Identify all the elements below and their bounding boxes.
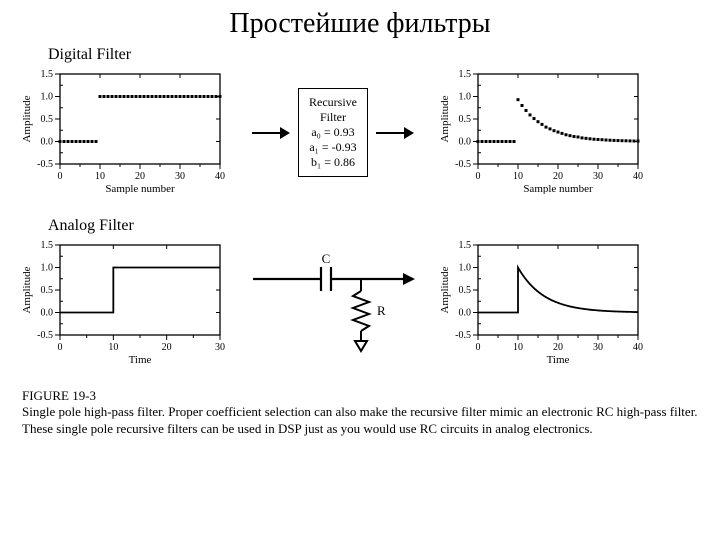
analog-filter-label: Analog Filter [48, 217, 720, 235]
filter-title: Recursive Filter [309, 95, 357, 125]
svg-text:-0.5: -0.5 [455, 159, 471, 170]
filter-b1: b₁ = 0.86 [309, 155, 357, 170]
svg-text:-0.5: -0.5 [37, 330, 53, 341]
svg-text:Amplitude: Amplitude [21, 95, 33, 142]
filter-a1: a₁ = -0.93 [309, 140, 357, 155]
svg-text:20: 20 [553, 171, 563, 182]
svg-text:Amplitude: Amplitude [439, 95, 451, 142]
svg-text:0.5: 0.5 [459, 285, 472, 296]
svg-text:0.5: 0.5 [41, 285, 54, 296]
recursive-filter-box: Recursive Filter a₀ = 0.93 a₁ = -0.93 b₁… [298, 88, 368, 177]
svg-text:0: 0 [476, 171, 481, 182]
svg-text:0: 0 [58, 342, 63, 353]
svg-text:0.5: 0.5 [41, 114, 54, 125]
svg-text:0: 0 [58, 171, 63, 182]
svg-text:0.0: 0.0 [459, 308, 472, 319]
figure-caption-text: Single pole high-pass filter. Proper coe… [22, 404, 698, 435]
svg-text:1.0: 1.0 [41, 92, 54, 103]
svg-text:10: 10 [513, 171, 523, 182]
analog-middle: C R [228, 249, 438, 359]
svg-text:0.0: 0.0 [41, 308, 54, 319]
arrow-icon [252, 124, 290, 142]
svg-text:30: 30 [593, 171, 603, 182]
digital-input-chart: 0 10 20 30 40 -0.5 0.0 0.5 1.0 1.5 Sample number Am… [20, 66, 228, 199]
svg-text:30: 30 [215, 342, 225, 353]
svg-text:1.5: 1.5 [459, 240, 472, 251]
resistor-label: R [377, 303, 386, 318]
digital-output-chart: 0 10 20 30 40 -0.5 0.0 0.5 1.0 1.5 Sample number Am… [438, 66, 646, 199]
rc-circuit-icon: C R [243, 249, 423, 359]
svg-text:-0.5: -0.5 [37, 159, 53, 170]
figure-number: FIGURE 19-3 [22, 388, 698, 404]
svg-text:Amplitude: Amplitude [439, 266, 451, 313]
svg-text:0.0: 0.0 [459, 137, 472, 148]
analog-row: 0 10 20 30 -0.5 0.0 0.5 1.0 1.5 Time Amplitude C R… [20, 237, 700, 370]
svg-text:Time: Time [547, 354, 570, 365]
analog-input-chart: 0 10 20 30 -0.5 0.0 0.5 1.0 1.5 Time Amplitude [20, 237, 228, 370]
capacitor-label: C [322, 251, 331, 266]
figure-caption: FIGURE 19-3 Single pole high-pass filter… [22, 388, 698, 437]
filter-a0: a₀ = 0.93 [309, 125, 357, 140]
digital-filter-label: Digital Filter [48, 46, 720, 64]
svg-text:Sample number: Sample number [523, 183, 593, 194]
page-title: Простейшие фильтры [0, 8, 720, 40]
svg-text:20: 20 [162, 342, 172, 353]
svg-text:Time: Time [129, 354, 152, 365]
arrow-icon [376, 124, 414, 142]
svg-text:1.5: 1.5 [459, 69, 472, 80]
analog-output-chart: 0 10 20 30 40 -0.5 0.0 0.5 1.0 1.5 Time Amplitude [438, 237, 646, 370]
svg-text:10: 10 [95, 171, 105, 182]
svg-text:1.0: 1.0 [459, 263, 472, 274]
svg-text:20: 20 [135, 171, 145, 182]
svg-text:10: 10 [108, 342, 118, 353]
svg-text:Amplitude: Amplitude [21, 266, 33, 313]
svg-text:10: 10 [513, 342, 523, 353]
svg-text:30: 30 [593, 342, 603, 353]
svg-text:20: 20 [553, 342, 563, 353]
svg-text:40: 40 [215, 171, 225, 182]
svg-text:1.0: 1.0 [41, 263, 54, 274]
svg-text:40: 40 [633, 171, 643, 182]
svg-text:40: 40 [633, 342, 643, 353]
svg-text:Sample number: Sample number [105, 183, 175, 194]
svg-text:30: 30 [175, 171, 185, 182]
svg-text:1.5: 1.5 [41, 240, 54, 251]
svg-text:0.0: 0.0 [41, 137, 54, 148]
svg-text:1.0: 1.0 [459, 92, 472, 103]
svg-text:0.5: 0.5 [459, 114, 472, 125]
digital-middle: Recursive Filter a₀ = 0.93 a₁ = -0.93 b₁… [228, 88, 438, 177]
svg-text:0: 0 [476, 342, 481, 353]
digital-row: 0 10 20 30 40 -0.5 0.0 0.5 1.0 1.5 Sample number Am… [20, 66, 700, 199]
svg-text:-0.5: -0.5 [455, 330, 471, 341]
svg-text:1.5: 1.5 [41, 69, 54, 80]
